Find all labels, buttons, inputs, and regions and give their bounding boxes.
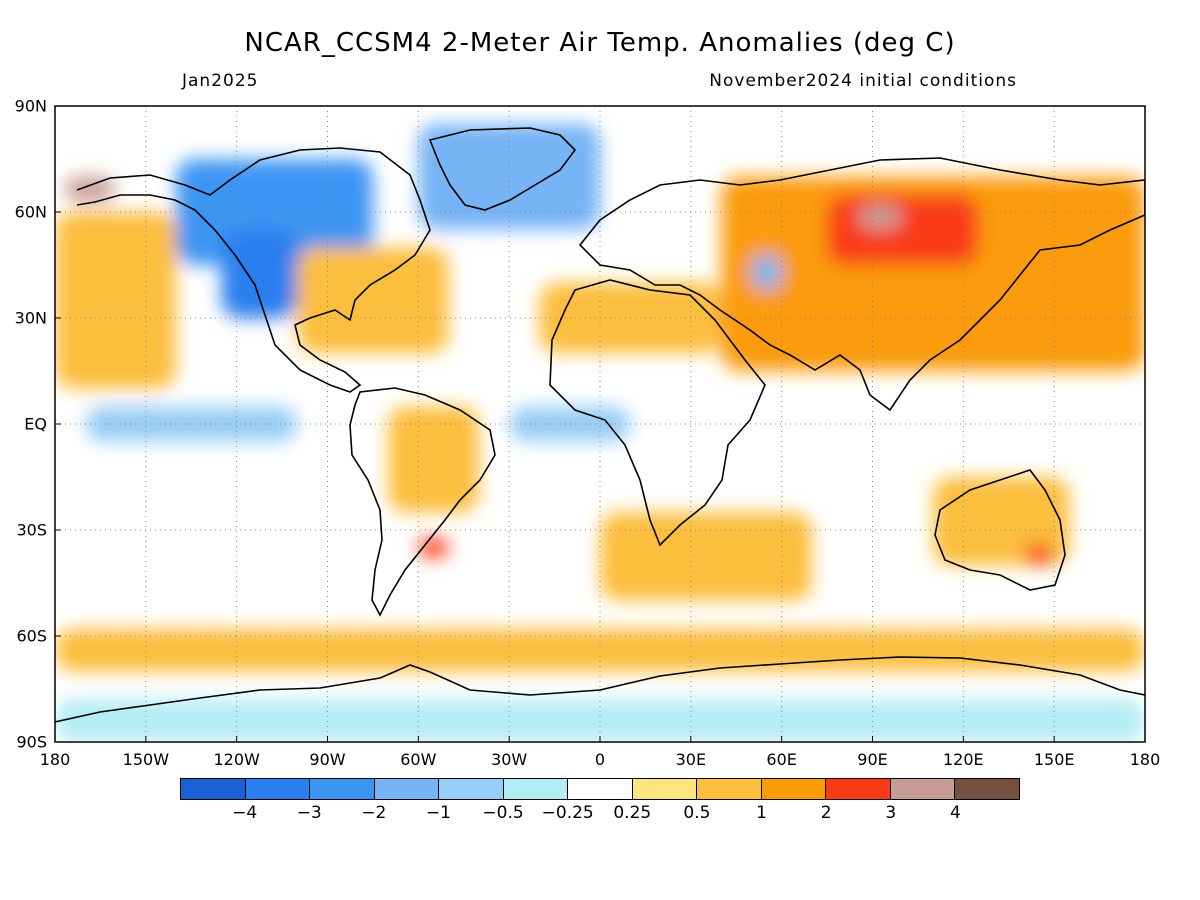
colorbar-swatch bbox=[374, 779, 440, 799]
longitude-label: 150E bbox=[1033, 750, 1075, 769]
anomaly-region bbox=[751, 254, 782, 290]
colorbar-tick-label: 0.5 bbox=[683, 803, 711, 823]
longitude-label: 60W bbox=[400, 750, 437, 769]
anomaly-region bbox=[600, 512, 812, 601]
latitude-label: 60S bbox=[16, 626, 47, 646]
coastline-australia bbox=[934, 469, 1066, 591]
coastline-greenland bbox=[428, 127, 577, 211]
colorbar-tick-label: −1 bbox=[425, 803, 451, 823]
anomaly-region bbox=[64, 176, 116, 202]
colorbar-swatch bbox=[826, 779, 891, 799]
latitude-label: 60N bbox=[14, 202, 47, 222]
anomaly-region bbox=[933, 477, 1070, 566]
anomaly-region bbox=[297, 247, 449, 354]
longitude-label: 90E bbox=[857, 750, 888, 769]
valid-month-label: Jan2025 bbox=[182, 71, 259, 91]
colorbar bbox=[180, 778, 1020, 800]
longitude-label: 30W bbox=[491, 750, 528, 769]
colorbar-tick-label: −0.25 bbox=[541, 803, 594, 823]
latitude-label: EQ bbox=[24, 414, 47, 434]
map-title: NCAR_CCSM4 2-Meter Air Temp. Anomalies (… bbox=[244, 28, 956, 58]
coastline-north-america bbox=[76, 147, 431, 393]
colorbar-tick-label: 4 bbox=[949, 803, 961, 823]
longitude-label: 150W bbox=[122, 750, 170, 769]
colorbar-swatch bbox=[955, 779, 1019, 799]
colorbar-swatch bbox=[503, 779, 569, 799]
coastline-eurasia bbox=[578, 157, 1145, 412]
longitude-label: 180 bbox=[1129, 750, 1161, 769]
anomaly-region bbox=[418, 537, 449, 559]
initial-conditions-label: November2024 initial conditions bbox=[709, 71, 1017, 91]
colorbar-tick-label: 3 bbox=[885, 803, 897, 823]
anomaly-region bbox=[55, 628, 1145, 672]
longitude-label: 0 bbox=[594, 750, 606, 769]
colorbar-tick-label: −4 bbox=[232, 803, 258, 823]
coastline-south-america bbox=[349, 387, 496, 617]
colorbar-swatch bbox=[568, 779, 633, 799]
colorbar-tick-label: 0.25 bbox=[613, 803, 652, 823]
latitude-label: 90S bbox=[16, 732, 47, 752]
colorbar-tick-label: 1 bbox=[756, 803, 767, 823]
anomaly-region bbox=[85, 406, 298, 442]
anomaly-region bbox=[509, 406, 631, 442]
longitude-label: 60E bbox=[766, 750, 797, 769]
anomaly-region bbox=[55, 699, 1145, 742]
longitude-label: 180 bbox=[39, 750, 71, 769]
colorbar-tick-label: 2 bbox=[820, 803, 832, 823]
latitude-label: 90N bbox=[14, 96, 47, 116]
colorbar-swatch bbox=[439, 779, 504, 799]
colorbar-swatch bbox=[245, 779, 311, 799]
anomaly-region bbox=[857, 204, 903, 230]
latitude-label: 30N bbox=[14, 308, 47, 328]
coastline-antarctica bbox=[55, 656, 1145, 723]
latitude-label: 30S bbox=[16, 520, 47, 540]
colorbar-tick-label: −0.5 bbox=[482, 803, 524, 823]
anomaly-region bbox=[388, 406, 479, 513]
anomaly-region bbox=[55, 212, 177, 389]
colorbar-swatch bbox=[181, 779, 246, 799]
colorbar-swatch bbox=[310, 779, 375, 799]
longitude-label: 30E bbox=[675, 750, 707, 769]
colorbar-tick-label: −2 bbox=[361, 803, 387, 823]
longitude-label: 120W bbox=[213, 750, 260, 769]
longitude-label: 120E bbox=[943, 750, 984, 769]
colorbar-swatch bbox=[890, 779, 956, 799]
anomaly-region bbox=[221, 229, 298, 318]
colorbar-tick-label: −3 bbox=[296, 803, 322, 823]
colorbar-swatch bbox=[697, 779, 762, 799]
colorbar-swatch bbox=[761, 779, 827, 799]
anomaly-region bbox=[1023, 544, 1055, 566]
longitude-label: 90W bbox=[309, 750, 346, 769]
coastline-africa bbox=[549, 279, 766, 547]
anomaly-region bbox=[827, 194, 979, 265]
colorbar-swatch bbox=[632, 779, 698, 799]
